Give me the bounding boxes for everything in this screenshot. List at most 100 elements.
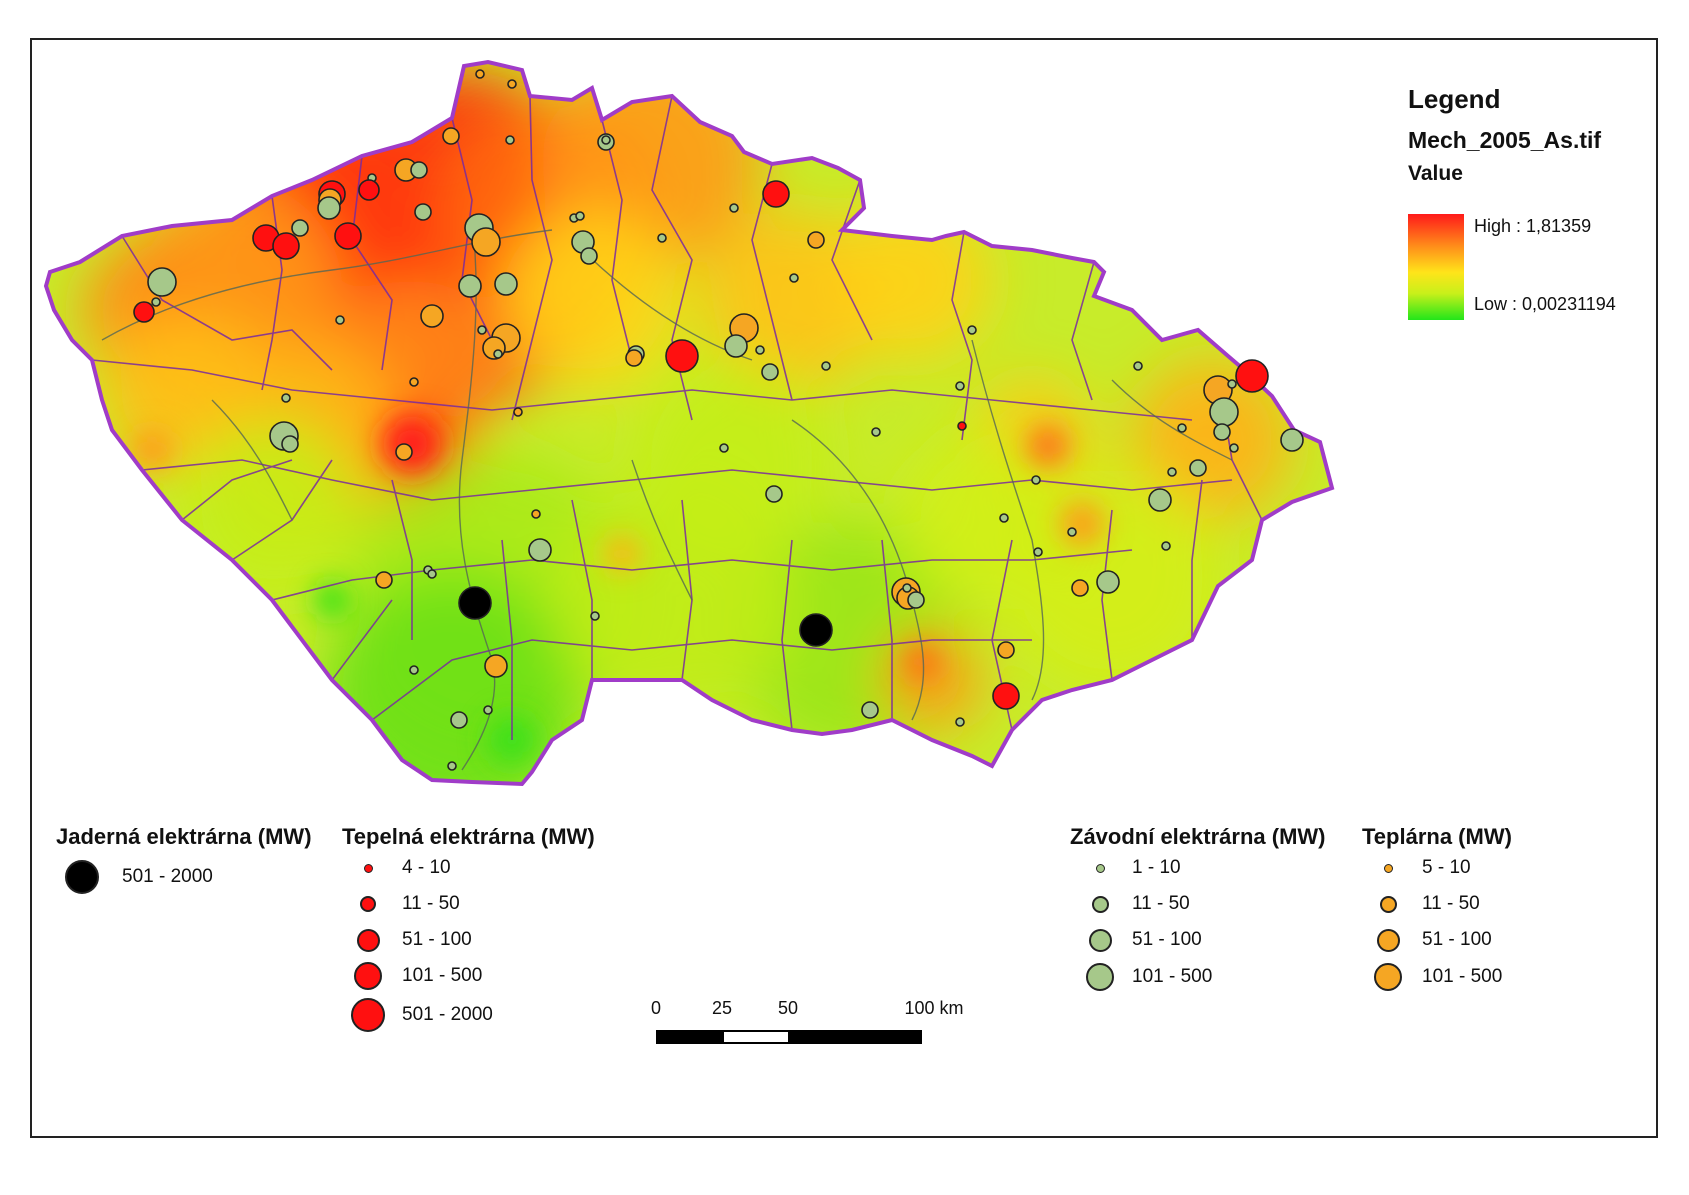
legend-symbol-heating [1383, 863, 1393, 873]
heating-plant-marker[interactable] [471, 227, 501, 257]
industrial-plant-marker[interactable] [450, 711, 468, 729]
industrial-plant-marker[interactable] [335, 315, 345, 325]
industrial-plant-marker[interactable] [761, 363, 779, 381]
industrial-plant-marker[interactable] [1189, 459, 1207, 477]
industrial-plant-marker[interactable] [789, 273, 799, 283]
industrial-plant-marker[interactable] [447, 761, 457, 771]
industrial-plant-marker[interactable] [281, 393, 291, 403]
industrial-plant-marker[interactable] [505, 135, 515, 145]
legend-class-label: 501 - 2000 [402, 1004, 493, 1025]
thermal-plant-marker[interactable] [358, 179, 380, 201]
heating-plant-marker[interactable] [507, 79, 517, 89]
industrial-plant-marker[interactable] [902, 583, 912, 593]
heating-plant-marker[interactable] [395, 443, 413, 461]
industrial-plant-marker[interactable] [821, 361, 831, 371]
nuclear-plant-marker[interactable] [799, 613, 833, 647]
legend-row-thermal: 501 - 2000 [342, 994, 595, 1036]
industrial-plant-marker[interactable] [575, 211, 585, 221]
thermal-plant-marker[interactable] [957, 421, 967, 431]
district-boundary [391, 479, 413, 640]
heating-plant-marker[interactable] [484, 654, 508, 678]
heating-plant-marker[interactable] [442, 127, 460, 145]
industrial-plant-marker[interactable] [1031, 475, 1041, 485]
industrial-plant-marker[interactable] [719, 443, 729, 453]
industrial-plant-marker[interactable] [1067, 527, 1077, 537]
industrial-plant-marker[interactable] [580, 247, 598, 265]
industrial-plant-marker[interactable] [1167, 467, 1177, 477]
industrial-plant-marker[interactable] [657, 233, 667, 243]
district-boundary [181, 459, 293, 521]
legend-symbol-thermal [363, 863, 373, 873]
thermal-plant-marker[interactable] [1235, 359, 1269, 393]
industrial-plant-marker[interactable] [1033, 547, 1043, 557]
industrial-plant-marker[interactable] [147, 267, 177, 297]
industrial-plant-marker[interactable] [590, 611, 600, 621]
heating-plant-marker[interactable] [475, 69, 485, 79]
industrial-plant-marker[interactable] [765, 485, 783, 503]
heating-plant-marker[interactable] [409, 377, 419, 387]
industrial-plant-marker[interactable] [967, 325, 977, 335]
industrial-plant-marker[interactable] [409, 665, 419, 675]
industrial-plant-marker[interactable] [999, 513, 1009, 523]
thermal-plant-marker[interactable] [992, 682, 1020, 710]
industrial-plant-marker[interactable] [955, 381, 965, 391]
industrial-plant-marker[interactable] [483, 705, 493, 715]
heating-plant-marker[interactable] [807, 231, 825, 249]
nuclear-plant-marker[interactable] [458, 586, 492, 620]
map-canvas [43, 59, 1335, 787]
industrial-plant-marker[interactable] [955, 717, 965, 727]
industrial-plant-marker[interactable] [528, 538, 552, 562]
legend-row-industrial: 51 - 100 [1070, 922, 1325, 958]
industrial-plant-marker[interactable] [291, 219, 309, 237]
thermal-plant-marker[interactable] [665, 339, 699, 373]
industrial-plant-marker[interactable] [724, 334, 748, 358]
legend-class-label: 51 - 100 [1132, 929, 1202, 950]
heating-plant-marker[interactable] [1071, 579, 1089, 597]
industrial-plant-marker[interactable] [1096, 570, 1120, 594]
industrial-plant-marker[interactable] [1148, 488, 1172, 512]
industrial-plant-marker[interactable] [861, 701, 879, 719]
industrial-plant-marker[interactable] [410, 161, 428, 179]
heat-spot [604, 536, 640, 572]
industrial-plant-marker[interactable] [151, 297, 161, 307]
industrial-plant-marker[interactable] [317, 196, 341, 220]
industrial-plant-marker[interactable] [427, 569, 437, 579]
industrial-plant-marker[interactable] [1229, 443, 1239, 453]
heating-plant-marker[interactable] [375, 571, 393, 589]
legend-nuclear-title: Jaderná elektrárna (MW) [56, 824, 312, 849]
heating-plant-marker[interactable] [513, 407, 523, 417]
industrial-plant-marker[interactable] [755, 345, 765, 355]
industrial-plant-marker[interactable] [281, 435, 299, 453]
legend-thermal-title: Tepelná elektrárna (MW) [342, 824, 595, 849]
thermal-plant-marker[interactable] [762, 180, 790, 208]
industrial-plant-marker[interactable] [414, 203, 432, 221]
thermal-plant-marker[interactable] [272, 232, 300, 260]
legend-symbol-heating [1379, 895, 1397, 913]
thermal-plant-marker[interactable] [133, 301, 155, 323]
heating-plant-marker[interactable] [997, 641, 1015, 659]
industrial-plant-marker[interactable] [1280, 428, 1304, 452]
thermal-plant-marker[interactable] [334, 222, 362, 250]
industrial-plant-marker[interactable] [1161, 541, 1171, 551]
river [971, 339, 1045, 701]
heating-plant-marker[interactable] [531, 509, 541, 519]
industrial-plant-marker[interactable] [458, 274, 482, 298]
industrial-plant-marker[interactable] [1133, 361, 1143, 371]
industrial-plant-marker[interactable] [494, 272, 518, 296]
industrial-plant-marker[interactable] [1227, 379, 1237, 389]
heating-plant-marker[interactable] [625, 349, 643, 367]
district-boundary [331, 599, 393, 681]
industrial-plant-marker[interactable] [1177, 423, 1187, 433]
industrial-plant-marker[interactable] [477, 325, 487, 335]
industrial-plant-marker[interactable] [907, 591, 925, 609]
scale-seg-2 [722, 1030, 790, 1044]
industrial-plant-marker[interactable] [601, 135, 611, 145]
industrial-plant-marker[interactable] [493, 349, 503, 359]
industrial-plant-marker[interactable] [871, 427, 881, 437]
industrial-plant-marker[interactable] [729, 203, 739, 213]
industrial-plant-marker[interactable] [1213, 423, 1231, 441]
heating-plant-marker[interactable] [420, 304, 444, 328]
industrial-plant-marker[interactable] [1209, 397, 1239, 427]
legend-heating: Teplárna (MW) 5 - 10 11 - 50 51 - 100 101 -… [1362, 824, 1512, 996]
scale-seg-1 [656, 1030, 724, 1044]
